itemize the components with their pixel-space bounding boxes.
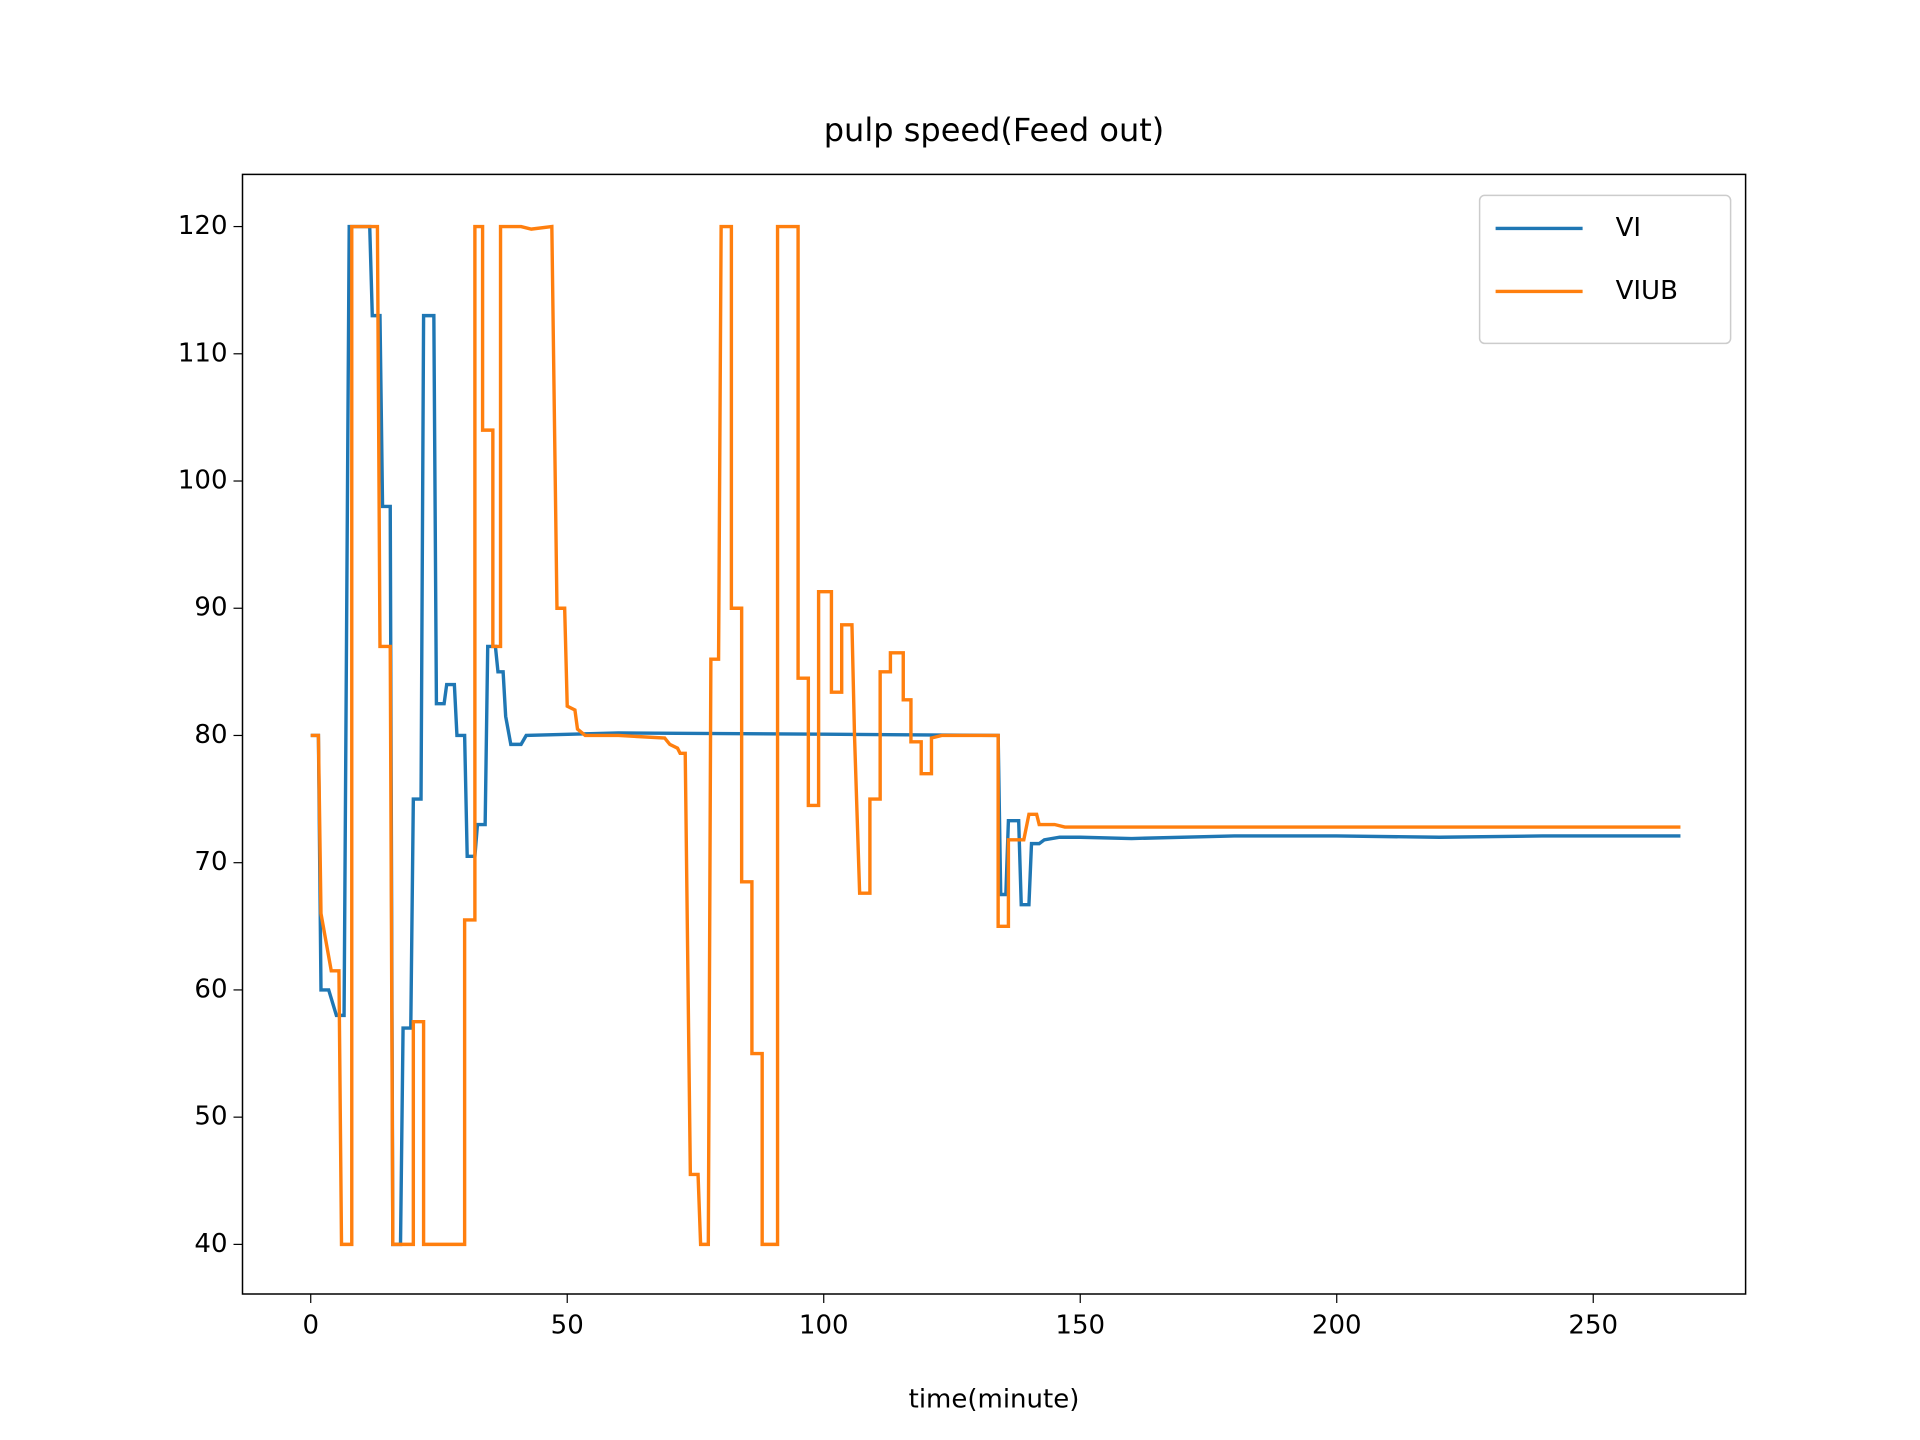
legend-box bbox=[1478, 194, 1732, 345]
x-axis-label: time(minute) bbox=[909, 1385, 1080, 1415]
plot-frame bbox=[241, 173, 1747, 1295]
y-tick-label: 90 bbox=[194, 593, 227, 623]
y-tick-label: 70 bbox=[194, 847, 227, 877]
x-tick-label: 200 bbox=[1312, 1311, 1362, 1341]
x-tick-label: 0 bbox=[302, 1311, 319, 1341]
legend-label: VI bbox=[1616, 213, 1641, 243]
y-tick-label: 100 bbox=[178, 466, 228, 496]
data-line bbox=[310, 224, 1681, 1247]
y-tick-label: 80 bbox=[194, 720, 227, 750]
y-tick-label: 50 bbox=[194, 1102, 227, 1132]
x-tick-label: 150 bbox=[1055, 1311, 1105, 1341]
y-tick-label: 40 bbox=[194, 1229, 227, 1259]
y-tick-label: 120 bbox=[178, 211, 228, 241]
chart-title: pulp speed(Feed out) bbox=[824, 111, 1165, 149]
data-line bbox=[310, 224, 1681, 1247]
x-tick-label: 50 bbox=[551, 1311, 584, 1341]
x-tick-label: 250 bbox=[1568, 1311, 1618, 1341]
y-tick-label: 60 bbox=[194, 974, 227, 1004]
y-tick-label: 110 bbox=[178, 338, 228, 368]
x-tick-label: 100 bbox=[799, 1311, 849, 1341]
legend-label: VIUB bbox=[1616, 276, 1678, 306]
